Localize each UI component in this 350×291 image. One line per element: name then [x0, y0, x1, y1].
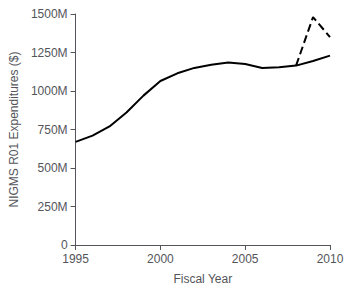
svg-text:2010: 2010 [317, 252, 344, 266]
svg-text:500M: 500M [38, 161, 68, 175]
svg-text:1000M: 1000M [31, 84, 68, 98]
svg-text:1250M: 1250M [31, 46, 68, 60]
svg-text:2000: 2000 [147, 252, 174, 266]
svg-text:0: 0 [61, 238, 68, 252]
svg-text:1995: 1995 [62, 252, 89, 266]
svg-text:250M: 250M [38, 200, 68, 214]
svg-text:1500M: 1500M [31, 7, 68, 21]
svg-text:750M: 750M [38, 123, 68, 137]
svg-text:Fiscal Year: Fiscal Year [173, 272, 232, 286]
svg-text:2005: 2005 [232, 252, 259, 266]
svg-text:NIGMS R01 Expenditures ($): NIGMS R01 Expenditures ($) [7, 51, 21, 207]
